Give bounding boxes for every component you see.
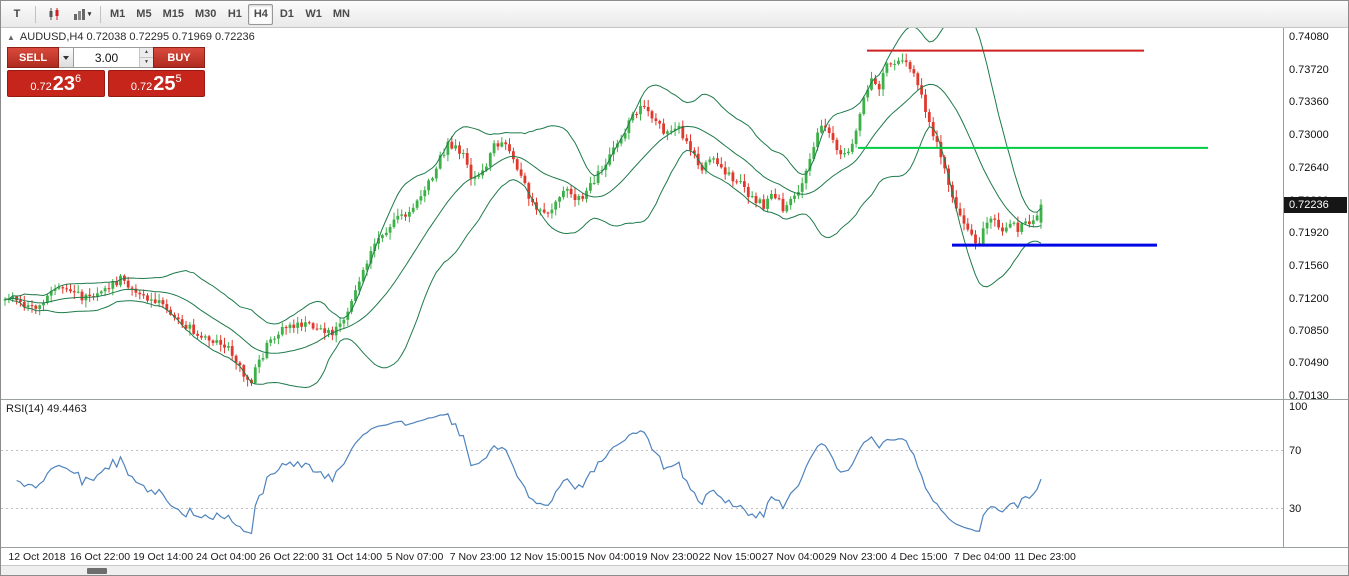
timeframe-button-m5[interactable]: M5 bbox=[131, 4, 156, 25]
toolbar-cropped-glyph: T bbox=[13, 8, 21, 20]
horizontal-scrollbar-thumb[interactable] bbox=[87, 568, 107, 574]
price-chart-canvas[interactable] bbox=[1, 28, 1284, 399]
time-axis[interactable]: 12 Oct 2018 16 Oct 22:00 19 Oct 14:00 24 Oc… bbox=[1, 547, 1348, 565]
chart-ohlc-label: ▲ AUDUSD,H4 0.72038 0.72295 0.71969 0.72… bbox=[7, 31, 255, 43]
timeframe-button-mn[interactable]: MN bbox=[328, 4, 355, 25]
rsi-tick-label: 30 bbox=[1289, 502, 1302, 515]
price-tick-label: 0.70490 bbox=[1289, 357, 1329, 370]
price-tick-label: 0.70850 bbox=[1289, 324, 1329, 337]
timeframe-button-m1[interactable]: M1 bbox=[105, 4, 130, 25]
time-axis-label: 12 Nov 15:00 bbox=[509, 551, 573, 563]
main-chart-area[interactable]: ▲ AUDUSD,H4 0.72038 0.72295 0.71969 0.72… bbox=[1, 28, 1284, 399]
buy-button[interactable]: BUY bbox=[153, 47, 205, 68]
chevron-down-icon: ▾ bbox=[87, 11, 92, 18]
time-axis-label: 15 Nov 04:00 bbox=[572, 551, 636, 563]
lot-size-field: ▲ ▼ bbox=[74, 47, 153, 68]
trade-controls-row: SELL ▲ ▼ BUY bbox=[7, 47, 205, 68]
timeframe-button-m30[interactable]: M30 bbox=[190, 4, 221, 25]
price-tick-label: 0.73000 bbox=[1289, 129, 1329, 142]
price-tick-label: 0.71920 bbox=[1289, 227, 1329, 240]
time-axis-label: 22 Nov 15:00 bbox=[698, 551, 762, 563]
rsi-row: RSI(14) 49.4463 100 70 30 bbox=[1, 399, 1348, 547]
price-axis[interactable]: 0.72236 0.74080 0.73720 0.73360 0.73000 0.72… bbox=[1284, 28, 1348, 402]
timeframe-toolbar: M1 M5 M15 M30 H1 H4 D1 W1 MN bbox=[105, 3, 355, 25]
one-click-trading-panel: SELL ▲ ▼ BUY 0.72236 bbox=[7, 47, 205, 97]
timeframe-button-h1[interactable]: H1 bbox=[222, 4, 247, 25]
panel-splitter[interactable] bbox=[1, 397, 1348, 402]
bottom-scrollbar-track bbox=[1, 565, 1348, 575]
candlestick-chart-icon bbox=[49, 8, 59, 20]
time-axis-label: 4 Dec 15:00 bbox=[890, 551, 948, 563]
timeframe-button-d1[interactable]: D1 bbox=[274, 4, 299, 25]
rsi-chart-canvas[interactable] bbox=[1, 400, 1284, 547]
toolbar-separator bbox=[35, 5, 36, 23]
time-axis-label: 5 Nov 07:00 bbox=[386, 551, 444, 563]
rsi-tick-label: 70 bbox=[1289, 444, 1302, 457]
rsi-axis[interactable]: 100 70 30 bbox=[1284, 400, 1348, 547]
timeframe-button-w1[interactable]: W1 bbox=[300, 4, 327, 25]
bid-price-point: 6 bbox=[75, 72, 82, 85]
chart-row: ▲ AUDUSD,H4 0.72038 0.72295 0.71969 0.72… bbox=[1, 28, 1348, 402]
price-tick-label: 0.74080 bbox=[1289, 31, 1329, 43]
time-axis-label: 19 Oct 14:00 bbox=[132, 551, 194, 563]
price-tick-label: 0.71560 bbox=[1289, 260, 1329, 273]
timeframe-button-m15[interactable]: M15 bbox=[158, 4, 189, 25]
ask-price-pips: 25 bbox=[153, 72, 176, 95]
rsi-panel[interactable]: RSI(14) 49.4463 bbox=[1, 400, 1284, 547]
toolbar-cropped-button[interactable]: T bbox=[3, 3, 31, 26]
bid-price-box[interactable]: 0.72 23 6 bbox=[7, 70, 105, 97]
chart-options-dropdown-button[interactable]: ▾ bbox=[68, 3, 96, 26]
rsi-indicator-label: RSI(14) 49.4463 bbox=[6, 403, 87, 415]
bid-price-prefix: 0.72 bbox=[30, 80, 52, 93]
time-axis-label: 31 Oct 14:00 bbox=[321, 551, 383, 563]
lot-size-input[interactable] bbox=[74, 48, 139, 67]
spin-down-icon[interactable]: ▼ bbox=[140, 58, 153, 67]
price-tick-label: 0.72640 bbox=[1289, 161, 1329, 174]
price-tick-label: 0.71200 bbox=[1289, 292, 1329, 305]
spin-up-icon[interactable]: ▲ bbox=[140, 48, 153, 58]
time-axis-label: 26 Oct 22:00 bbox=[258, 551, 320, 563]
current-price-badge: 0.72236 bbox=[1284, 196, 1347, 213]
ask-price-point: 5 bbox=[175, 72, 182, 85]
lot-spinner: ▲ ▼ bbox=[139, 48, 153, 67]
time-axis-label: 7 Dec 04:00 bbox=[953, 551, 1011, 563]
time-axis-label: 27 Nov 04:00 bbox=[761, 551, 825, 563]
time-axis-label: 19 Nov 23:00 bbox=[635, 551, 699, 563]
lot-options-dropdown[interactable] bbox=[59, 47, 74, 68]
time-axis-label: 11 Dec 23:00 bbox=[1014, 551, 1076, 563]
price-tick-label: 0.73360 bbox=[1289, 96, 1329, 109]
time-axis-label: 29 Nov 23:00 bbox=[824, 551, 888, 563]
bar-chart-icon bbox=[73, 8, 85, 20]
time-axis-label: 12 Oct 2018 bbox=[8, 551, 66, 563]
sell-button[interactable]: SELL bbox=[7, 47, 59, 68]
one-click-panel-toggle-icon[interactable]: ▲ bbox=[7, 32, 15, 42]
chevron-down-icon bbox=[63, 55, 69, 60]
time-axis-label: 16 Oct 22:00 bbox=[69, 551, 131, 563]
trade-prices-row: 0.72 23 6 0.72 25 5 bbox=[7, 70, 205, 97]
timeframe-button-h4[interactable]: H4 bbox=[248, 3, 274, 25]
time-axis-label: 24 Oct 04:00 bbox=[195, 551, 257, 563]
time-axis-label: 7 Nov 23:00 bbox=[449, 551, 507, 563]
symbol-ohlc-text: AUDUSD,H4 0.72038 0.72295 0.71969 0.7223… bbox=[19, 31, 255, 43]
ask-price-prefix: 0.72 bbox=[130, 80, 153, 93]
bid-price-pips: 23 bbox=[52, 72, 76, 95]
ask-price-box[interactable]: 0.72 25 5 bbox=[107, 70, 205, 97]
toolbar-separator bbox=[100, 5, 101, 23]
rsi-tick-label: 100 bbox=[1289, 401, 1308, 413]
toolbar: T ▾ M1 M5 M15 M30 H1 H4 D1 W1 MN bbox=[1, 1, 1348, 28]
chart-type-button[interactable] bbox=[40, 3, 68, 26]
price-tick-label: 0.73720 bbox=[1289, 63, 1329, 76]
